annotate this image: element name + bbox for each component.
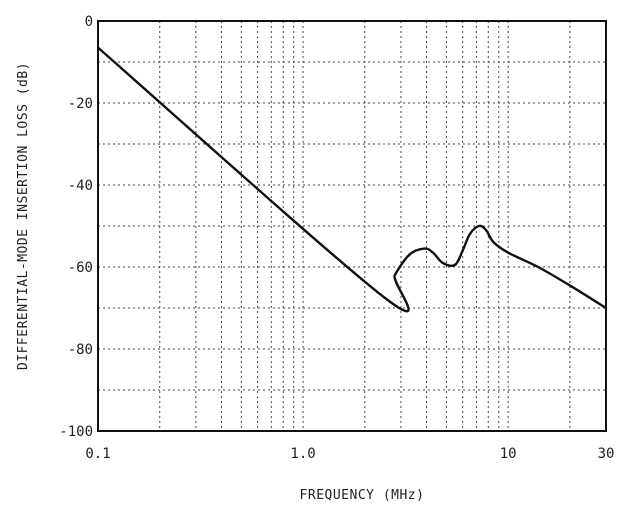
x-tick-label: 1.0	[290, 446, 315, 462]
x-tick-label: 10	[500, 446, 517, 462]
tick-labels: 0.1 1.0 10 30 0 -20 -40 -60 -80 -100	[59, 14, 614, 462]
x-axis-label: FREQUENCY (MHz)	[300, 488, 425, 503]
grid-lines	[98, 21, 606, 431]
plot-series	[98, 48, 606, 312]
x-tick-label: 0.1	[85, 446, 110, 462]
series-line-0	[98, 48, 606, 312]
y-tick-label: -80	[68, 342, 93, 358]
y-tick-label: -100	[59, 424, 93, 440]
y-tick-label: -60	[68, 260, 93, 276]
y-tick-label: -40	[68, 178, 93, 194]
y-tick-label: 0	[85, 14, 93, 30]
y-axis-label: DIFFERENTIAL-MODE INSERTION LOSS (dB)	[16, 62, 31, 370]
x-tick-label: 30	[598, 446, 615, 462]
y-tick-label: -20	[68, 96, 93, 112]
